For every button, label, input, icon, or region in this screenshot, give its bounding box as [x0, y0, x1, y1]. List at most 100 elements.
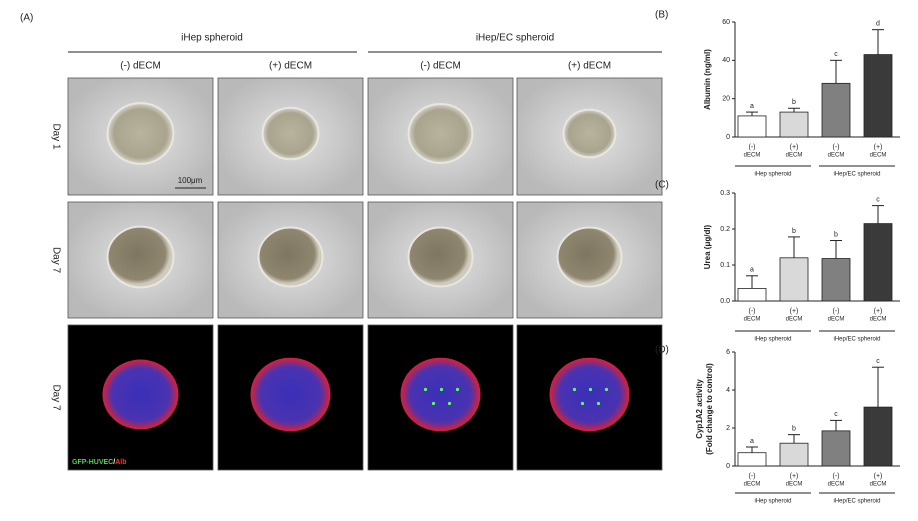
bar — [863, 54, 893, 138]
x-tick-unit: dECM — [828, 317, 845, 323]
significance-label: c — [876, 196, 880, 203]
x-tick-label: (-) — [749, 473, 756, 480]
gfp-spot — [447, 401, 452, 406]
panel-label: (D) — [655, 345, 669, 356]
x-tick-label: (-) — [833, 473, 840, 480]
column-label: (-) dECM — [120, 61, 161, 72]
spheroid — [250, 357, 331, 432]
bar — [737, 452, 767, 467]
x-tick-unit: dECM — [786, 317, 803, 323]
scale-label: 100μm — [178, 176, 203, 185]
significance-label: a — [750, 438, 754, 445]
column-label: (+) dECM — [269, 61, 312, 72]
bar — [779, 257, 809, 302]
y-axis-title: (Fold change to control) — [705, 363, 714, 455]
x-tick-label: (+) — [790, 308, 799, 315]
group-label: iHep/EC spheroid — [833, 499, 880, 505]
significance-label: b — [792, 99, 796, 106]
gfp-spot — [572, 387, 577, 392]
column-label: (-) dECM — [420, 61, 461, 72]
group-label: iHep spheroid — [754, 499, 791, 505]
y-tick-label: 0.0 — [720, 298, 730, 305]
spheroid — [549, 357, 630, 432]
spheroid — [106, 102, 175, 165]
y-tick-label: 0.3 — [720, 190, 730, 197]
gfp-spot — [604, 387, 609, 392]
significance-label: a — [750, 103, 754, 110]
y-tick-label: 4 — [726, 387, 730, 394]
gfp-spot — [588, 387, 593, 392]
spheroid — [257, 226, 324, 288]
bar — [779, 442, 809, 467]
significance-label: c — [876, 358, 880, 365]
row-label: Day 7 — [50, 384, 61, 411]
column-label: (+) dECM — [568, 61, 611, 72]
bar — [821, 82, 851, 138]
x-tick-unit: dECM — [828, 153, 845, 159]
bar — [779, 111, 809, 138]
y-tick-label: 0.1 — [720, 262, 730, 269]
y-axis-title: Urea (μg/dl) — [703, 224, 712, 269]
x-tick-label: (+) — [874, 473, 883, 480]
bar — [821, 258, 851, 302]
x-tick-unit: dECM — [870, 317, 887, 323]
y-tick-label: 0 — [726, 134, 730, 141]
group-label: iHep spheroid — [754, 172, 791, 178]
x-tick-label: (+) — [874, 308, 883, 315]
group-label: iHep/EC spheroid — [476, 33, 554, 44]
row-label: Day 1 — [50, 123, 61, 150]
panel-label: (B) — [655, 10, 668, 21]
x-tick-label: (+) — [790, 473, 799, 480]
panel-label: (A) — [20, 13, 33, 24]
row-label: Day 7 — [50, 247, 61, 274]
x-tick-label: (+) — [874, 144, 883, 151]
x-tick-unit: dECM — [744, 153, 761, 159]
group-label: iHep/EC spheroid — [833, 172, 880, 178]
y-tick-label: 6 — [726, 349, 730, 356]
significance-label: a — [750, 267, 754, 274]
y-axis-title: Albumin (ng/ml) — [703, 49, 712, 110]
group-label: iHep spheroid — [754, 337, 791, 343]
x-tick-unit: dECM — [744, 482, 761, 488]
x-tick-label: (+) — [790, 144, 799, 151]
y-tick-label: 40 — [722, 57, 730, 64]
bar — [863, 223, 893, 302]
x-tick-label: (-) — [749, 144, 756, 151]
stain-red: Alb — [115, 459, 126, 466]
y-tick-label: 2 — [726, 425, 730, 432]
x-tick-unit: dECM — [744, 317, 761, 323]
x-tick-label: (-) — [833, 308, 840, 315]
y-tick-label: 20 — [722, 96, 730, 103]
y-tick-label: 0.2 — [720, 226, 730, 233]
stain-green: GFP-HUVEC — [72, 459, 113, 466]
y-axis-title: Cyp1A2 activity — [695, 379, 704, 439]
spheroid — [261, 106, 320, 161]
bar — [737, 287, 767, 302]
significance-label: d — [876, 21, 880, 28]
spheroid — [102, 359, 179, 430]
gfp-spot — [431, 401, 436, 406]
gfp-spot — [596, 401, 601, 406]
spheroid — [106, 225, 175, 289]
x-tick-label: (-) — [833, 144, 840, 151]
x-tick-unit: dECM — [870, 482, 887, 488]
spheroid — [407, 103, 474, 164]
spheroid — [407, 226, 474, 288]
gfp-spot — [423, 387, 428, 392]
spheroid — [556, 226, 623, 288]
bar — [737, 115, 767, 138]
x-tick-label: (-) — [749, 308, 756, 315]
bar — [821, 430, 851, 467]
image-grid — [67, 77, 663, 471]
gfp-spot — [580, 401, 585, 406]
y-tick-label: 0 — [726, 463, 730, 470]
panel-label: (C) — [655, 180, 669, 191]
stain-legend: GFP-HUVEC/Alb — [72, 459, 126, 466]
gfp-spot — [439, 387, 444, 392]
group-label: iHep spheroid — [181, 33, 243, 44]
significance-label: b — [834, 231, 838, 238]
gfp-spot — [455, 387, 460, 392]
x-tick-unit: dECM — [870, 153, 887, 159]
significance-label: c — [834, 411, 838, 418]
